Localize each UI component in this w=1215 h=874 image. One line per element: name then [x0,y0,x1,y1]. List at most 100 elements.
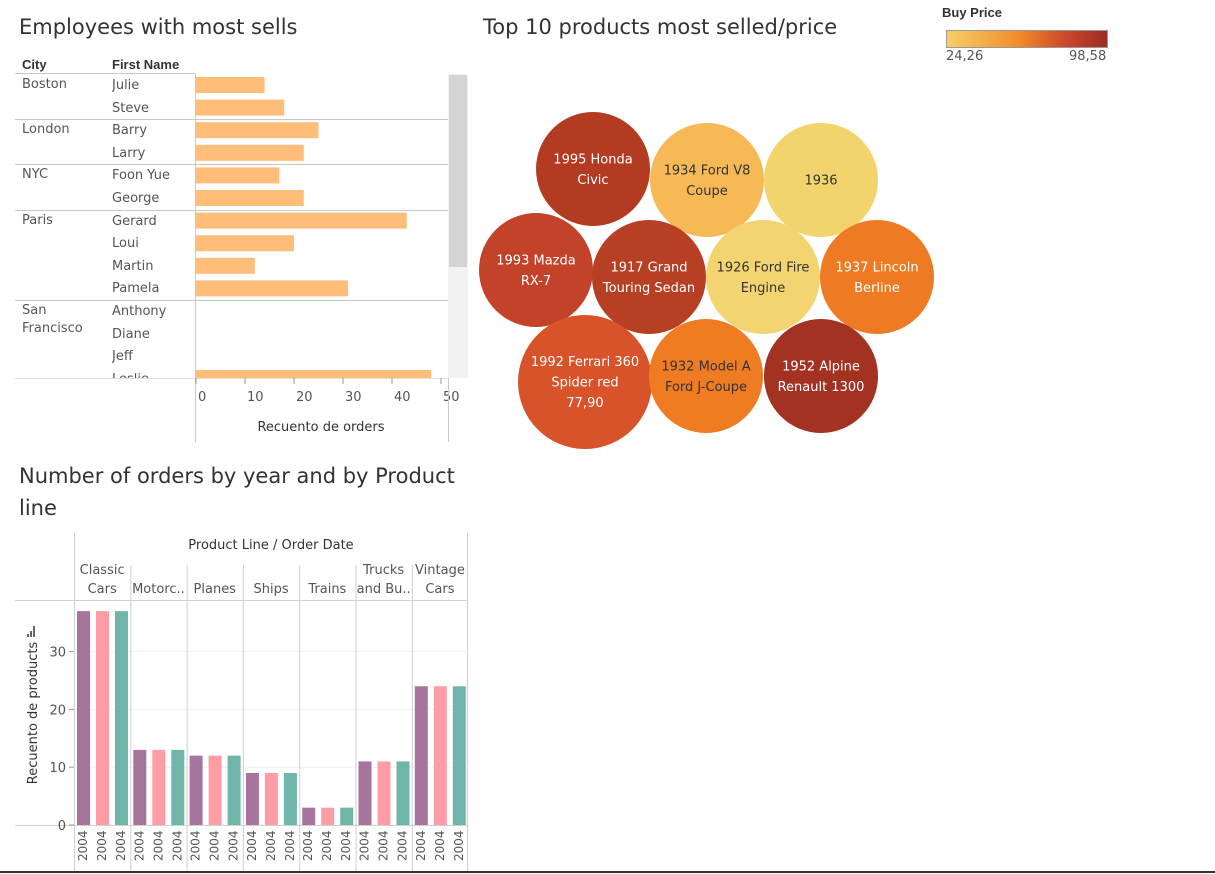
product-bubble-label: Spider red [551,376,618,391]
employee-bar[interactable] [196,235,294,252]
product-bubble[interactable] [649,319,763,433]
first-name-column-header[interactable]: First Name [112,57,180,72]
order-bar[interactable] [396,761,410,825]
product-bubble[interactable] [706,220,820,334]
x-axis-tick-label: 20 [296,390,313,405]
city-label: San [22,303,47,318]
order-bar[interactable] [245,772,259,825]
x-axis-tick-label: 10 [247,390,264,405]
product-bubble[interactable] [650,123,764,237]
product-bubble[interactable] [479,213,593,327]
orders-bar-chart: Product Line / Order Date Classic Cars 2004… [15,533,469,871]
product-bubble-label: Berline [854,281,900,296]
product-bubble[interactable] [820,220,934,334]
city-label: Boston [22,77,67,92]
y-axis-tick-label: 20 [49,703,66,718]
employee-bar[interactable] [196,370,432,378]
product-bubble-label: 1926 Ford Fire [717,260,810,275]
year-label: 2004 [358,830,372,861]
order-bar[interactable] [377,761,391,825]
year-label: 2004 [320,830,334,861]
employee-bar[interactable] [196,167,280,184]
city-label: London [22,122,70,138]
order-bar[interactable] [152,749,166,825]
product-bubble-label: Touring Sedan [602,281,695,296]
order-bar[interactable] [321,807,335,825]
order-bar[interactable] [171,749,185,825]
order-bar[interactable] [358,761,372,825]
dashboard-bottom-border [0,871,1215,873]
first-name-label: Martin [112,258,154,274]
first-name-label: Diane [112,326,150,342]
year-label: 2004 [245,830,259,861]
product-bubble[interactable] [764,123,878,237]
x-axis-label: Recuento de orders [257,420,384,435]
first-name-label: Jeff [112,349,133,365]
product-bubble[interactable] [592,220,706,334]
order-bar[interactable] [96,611,109,825]
product-bubble-label: 1932 Model A [661,359,750,374]
category-header-label: and Bu.. [357,582,411,597]
product-bubble[interactable] [518,315,652,449]
order-bar[interactable] [133,749,147,825]
first-name-label: Pamela [112,281,160,297]
y-axis-tick-label: 10 [49,761,66,776]
x-axis-tick-label: 50 [443,390,460,405]
city-column-header[interactable]: City [22,57,47,72]
order-bar[interactable] [208,755,222,825]
scrollbar-thumb[interactable] [449,75,467,267]
year-label: 2004 [114,830,128,861]
product-bubble-label: RX-7 [521,274,551,289]
category-header-label: Cars [425,582,454,597]
product-bubble[interactable] [764,319,878,433]
product-bubble-label: Civic [577,173,608,188]
first-name-label: Foon Yue [112,168,170,184]
product-bubble-label: 1934 Ford V8 [664,163,751,178]
order-bar[interactable] [414,686,428,825]
order-bar[interactable] [433,686,447,825]
order-bar[interactable] [115,611,128,825]
products-chart-title: Top 10 products most selled/price [483,15,838,39]
employee-bar[interactable] [196,280,348,297]
product-bubble-label: Renault 1300 [778,380,865,395]
order-bar[interactable] [283,772,297,825]
year-label: 2004 [76,830,90,861]
y-axis-label: Recuento de products [26,642,41,785]
order-bar[interactable] [340,807,354,825]
order-bar[interactable] [77,611,90,825]
order-bar[interactable] [452,686,466,825]
product-bubble[interactable] [536,112,650,226]
category-header-label: Cars [88,582,117,597]
employee-bar[interactable] [196,257,255,274]
employee-bar[interactable] [196,77,265,93]
order-bar[interactable] [227,755,241,825]
order-bar[interactable] [264,772,278,825]
product-bubble-label: Coupe [686,184,728,199]
first-name-label: Leslie [112,372,149,378]
order-bar[interactable] [189,755,203,825]
order-bar[interactable] [302,807,316,825]
x-axis-tick-label: 0 [198,390,206,405]
employee-bar[interactable] [196,144,304,161]
y-axis-tick-label: 30 [49,646,66,661]
product-bubble-label: 1993 Mazda [496,253,575,268]
city-group-divider [15,164,448,166]
year-label: 2004 [151,830,165,861]
employee-bar[interactable] [196,212,407,229]
first-name-label: Julie [112,78,140,93]
sort-icon-bar [33,626,35,637]
employee-bar[interactable] [196,99,285,116]
sort-icon[interactable] [27,626,35,637]
employee-bar[interactable] [196,190,304,206]
year-label: 2004 [452,830,466,861]
category-header-label: Planes [194,582,237,597]
category-header-label: Ships [253,582,288,597]
employee-bar[interactable] [196,122,319,139]
category-header-label: Vintage [415,563,465,578]
city-label: Francisco [22,321,83,336]
sort-icon-bar [27,634,29,637]
city-group-divider [15,119,448,121]
year-label: 2004 [433,830,447,861]
product-bubble-label: 77,90 [566,396,603,411]
product-bubble-label: 1952 Alpine [782,359,860,374]
